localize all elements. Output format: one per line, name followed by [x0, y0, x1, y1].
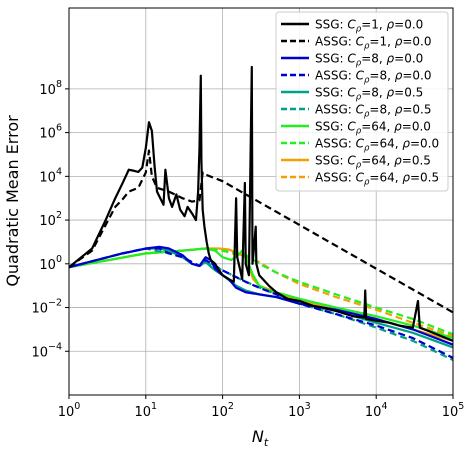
y-tick-label: 108: [39, 79, 62, 98]
y-tick-label: 100: [39, 254, 62, 273]
y-tick-label: 10−2: [31, 298, 62, 317]
y-axis-label: Quadratic Mean Error: [3, 115, 22, 287]
x-axis-label-sub: t: [264, 436, 269, 449]
axes-frame: [68, 7, 454, 396]
series-line: [68, 65, 454, 342]
legend-label: SSG: Cρ=64, ρ=0.5: [315, 154, 431, 171]
y-tick-label: 104: [39, 166, 62, 185]
y-tick-label: 106: [39, 123, 62, 142]
x-tick-label: 101: [135, 401, 158, 420]
x-axis-ticks: 100 101 102 103 104 105: [58, 395, 465, 420]
legend-label: ASSG: Cρ=64, ρ=0.5: [315, 171, 439, 188]
series-layer: [68, 65, 454, 361]
legend-label: ASSG: Cρ=1, ρ=0.0: [315, 35, 432, 52]
legend-label: ASSG: Cρ=8, ρ=0.0: [315, 69, 432, 86]
x-tick-label: 102: [211, 401, 234, 420]
y-axis-ticks: 10−4 10−2 100 102 104 106 108: [31, 79, 69, 360]
x-tick-label: 105: [442, 401, 465, 420]
x-tick-label: 103: [288, 401, 311, 420]
y-tick-label: 102: [39, 210, 62, 229]
x-axis-label: Nt: [252, 427, 269, 449]
series-line: [68, 247, 454, 336]
y-tick-label: 10−4: [31, 341, 62, 360]
x-tick-label: 100: [58, 401, 81, 420]
legend-label: ASSG: Cρ=8, ρ=0.5: [315, 103, 432, 120]
legend-label: SSG: Cρ=64, ρ=0.0: [315, 120, 431, 137]
legend-label: SSG: Cρ=8, ρ=0.0: [315, 52, 423, 69]
series-line: [68, 247, 454, 361]
x-tick-label: 104: [365, 401, 388, 420]
legend-label: ASSG: Cρ=64, ρ=0.0: [315, 137, 439, 154]
x-axis-label-base: N: [252, 427, 264, 446]
legend-label: SSG: Cρ=1, ρ=0.0: [315, 18, 423, 35]
legend-box: [275, 11, 449, 192]
legend-label: SSG: Cρ=8, ρ=0.5: [315, 86, 423, 103]
